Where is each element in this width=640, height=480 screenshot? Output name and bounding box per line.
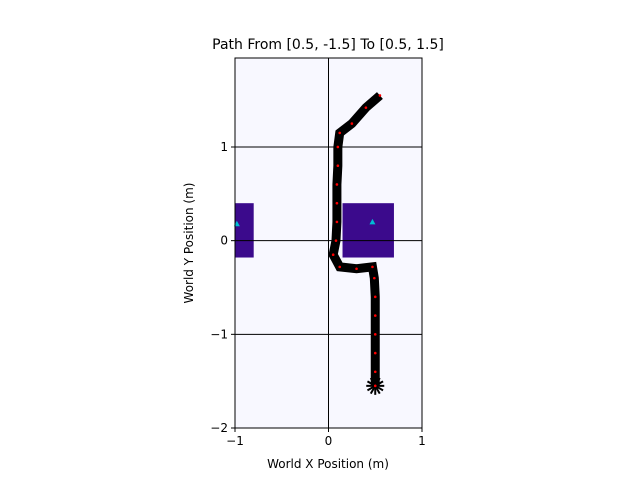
x-tick-label-0: −1 — [226, 434, 244, 448]
path-point-4 — [373, 314, 377, 317]
y-axis-label: World Y Position (m) — [182, 183, 196, 304]
obstacle-1 — [342, 203, 394, 258]
path-point-18 — [350, 122, 354, 125]
y-tick-label-0: −2 — [210, 421, 228, 435]
obstacle-marker-1 — [369, 218, 376, 225]
path-point-13 — [335, 201, 339, 205]
path-point-10 — [331, 253, 335, 257]
path-point-14 — [335, 183, 339, 186]
x-axis-label: World X Position (m) — [267, 457, 389, 471]
path-point-0 — [373, 384, 377, 388]
path-point-9 — [338, 265, 342, 269]
plot-area: −1 0 1−2−101 — [210, 57, 426, 448]
path-point-5 — [373, 295, 377, 299]
y-tick-label-2: 0 — [220, 234, 228, 248]
path-point-8 — [355, 267, 358, 271]
path-point-15 — [336, 164, 340, 168]
path-point-16 — [336, 145, 340, 149]
path-point-3 — [373, 333, 377, 336]
path-point-17 — [338, 131, 342, 135]
path-point-7 — [371, 265, 374, 269]
x-tick-label-2: 1 — [418, 434, 426, 448]
path-point-6 — [373, 276, 376, 280]
path-point-1 — [373, 370, 377, 374]
path-point-20 — [378, 94, 382, 97]
path-point-2 — [373, 351, 377, 355]
path-point-11 — [334, 239, 338, 242]
path-point-19 — [364, 106, 368, 109]
x-tick-label-1: 0 — [325, 434, 333, 448]
chart-title: Path From [0.5, -1.5] To [0.5, 1.5] — [212, 37, 444, 53]
y-tick-label-1: −1 — [210, 327, 228, 341]
obstacle-0 — [235, 203, 254, 258]
start-burst-ray — [374, 380, 384, 387]
path-point-12 — [335, 220, 339, 224]
y-tick-label-3: 1 — [220, 140, 228, 154]
